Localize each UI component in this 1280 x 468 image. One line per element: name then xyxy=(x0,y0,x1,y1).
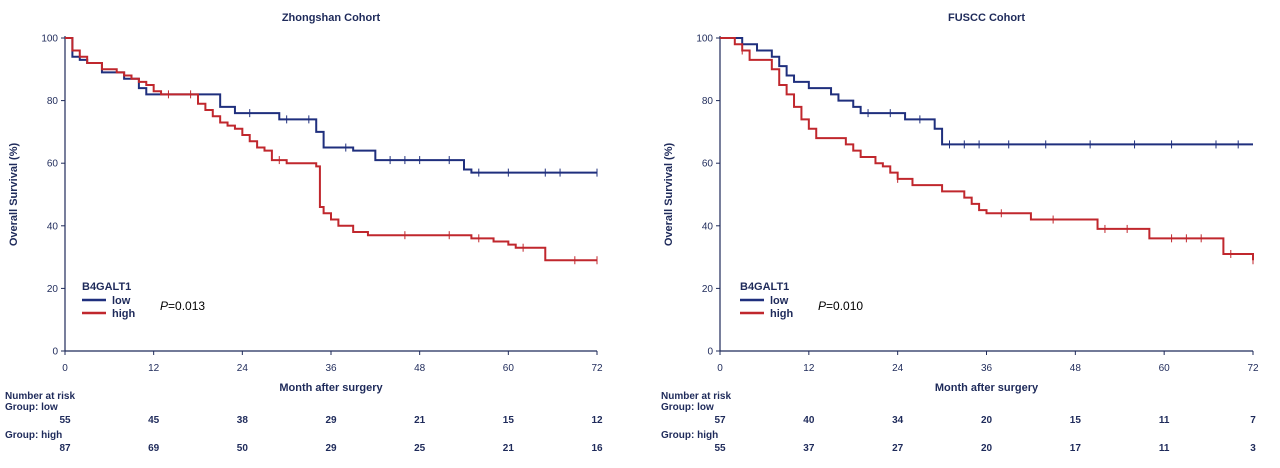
y-tick-label: 40 xyxy=(702,221,714,232)
risk-table-header: Number at risk xyxy=(5,391,75,402)
km-panel-2: FUSCC Cohort 0 20 40 60 80 100 0 12 24 36 48 60 72 Mon… xyxy=(661,12,1259,454)
y-tick-label: 20 xyxy=(702,284,714,295)
km-curve-high xyxy=(65,37,597,262)
y-tick-label: 80 xyxy=(702,96,714,107)
risk-value: 25 xyxy=(414,443,426,454)
legend-label-high: high xyxy=(770,308,793,320)
y-axis-label: Overall Survival (%) xyxy=(8,143,20,247)
km-panel-1: Zhongshan Cohort 0 20 40 60 80 100 0 12 24 36 48 60 7… xyxy=(5,12,603,454)
risk-value: 40 xyxy=(803,415,815,426)
x-tick-label: 12 xyxy=(803,363,815,374)
km-curve-high xyxy=(720,37,1254,261)
x-axis-label: Month after surgery xyxy=(279,382,383,394)
risk-value: 34 xyxy=(892,415,904,426)
risk-row-label: Group: high xyxy=(5,430,62,441)
legend-title: B4GALT1 xyxy=(82,281,131,293)
risk-row-label: Group: high xyxy=(661,430,718,441)
risk-value: 55 xyxy=(59,415,71,426)
risk-value: 55 xyxy=(714,443,726,454)
x-tick-label: 36 xyxy=(981,363,993,374)
risk-table-header: Number at risk xyxy=(661,391,731,402)
y-tick-label: 60 xyxy=(702,159,714,170)
risk-value: 17 xyxy=(1070,443,1082,454)
chart-title: FUSCC Cohort xyxy=(948,12,1025,24)
risk-value: 7 xyxy=(1250,415,1256,426)
x-tick-label: 60 xyxy=(1159,363,1171,374)
km-curve-low xyxy=(65,37,597,174)
risk-value: 21 xyxy=(414,415,426,426)
x-tick-label: 48 xyxy=(414,363,426,374)
risk-value: 29 xyxy=(325,415,337,426)
risk-value: 20 xyxy=(981,415,993,426)
p-value-number: =0.010 xyxy=(826,299,863,313)
risk-value: 57 xyxy=(714,415,726,426)
risk-value: 15 xyxy=(503,415,515,426)
x-tick-label: 12 xyxy=(148,363,160,374)
p-value-symbol: P xyxy=(818,299,826,313)
y-tick-label: 0 xyxy=(52,347,58,358)
risk-value: 87 xyxy=(59,443,71,454)
y-tick-label: 100 xyxy=(41,34,58,45)
x-tick-label: 0 xyxy=(62,363,68,374)
x-tick-label: 60 xyxy=(503,363,515,374)
y-tick-label: 60 xyxy=(47,159,59,170)
p-value: P=0.010 xyxy=(818,299,863,313)
legend-label-low: low xyxy=(112,295,131,307)
risk-value: 20 xyxy=(981,443,993,454)
km-curve-low xyxy=(720,37,1253,146)
risk-value: 69 xyxy=(148,443,160,454)
risk-value: 29 xyxy=(325,443,337,454)
y-tick-label: 20 xyxy=(47,284,59,295)
risk-row-label: Group: low xyxy=(661,402,714,413)
x-tick-label: 72 xyxy=(591,363,603,374)
risk-value: 45 xyxy=(148,415,160,426)
x-axis-label: Month after surgery xyxy=(935,382,1039,394)
p-value: P=0.013 xyxy=(160,299,205,313)
legend-label-high: high xyxy=(112,308,135,320)
x-tick-label: 24 xyxy=(892,363,904,374)
chart-title: Zhongshan Cohort xyxy=(282,12,381,24)
x-tick-label: 72 xyxy=(1247,363,1259,374)
y-tick-label: 40 xyxy=(47,221,59,232)
x-tick-label: 0 xyxy=(717,363,723,374)
legend-label-low: low xyxy=(770,295,789,307)
x-tick-label: 24 xyxy=(237,363,249,374)
risk-value: 15 xyxy=(1070,415,1082,426)
risk-row-label: Group: low xyxy=(5,402,58,413)
y-tick-label: 80 xyxy=(47,96,59,107)
risk-value: 27 xyxy=(892,443,904,454)
risk-value: 11 xyxy=(1159,443,1170,454)
x-tick-label: 48 xyxy=(1070,363,1082,374)
p-value-number: =0.013 xyxy=(168,299,205,313)
p-value-symbol: P xyxy=(160,299,168,313)
x-tick-label: 36 xyxy=(325,363,337,374)
risk-value: 11 xyxy=(1159,415,1170,426)
legend-title: B4GALT1 xyxy=(740,281,789,293)
risk-value: 21 xyxy=(503,443,515,454)
risk-value: 37 xyxy=(803,443,815,454)
risk-value: 3 xyxy=(1250,443,1256,454)
risk-value: 50 xyxy=(237,443,249,454)
risk-value: 16 xyxy=(591,443,603,454)
y-axis-label: Overall Survival (%) xyxy=(663,143,675,247)
risk-value: 12 xyxy=(591,415,603,426)
y-tick-label: 0 xyxy=(707,347,713,358)
risk-value: 38 xyxy=(237,415,249,426)
y-tick-label: 100 xyxy=(696,34,713,45)
